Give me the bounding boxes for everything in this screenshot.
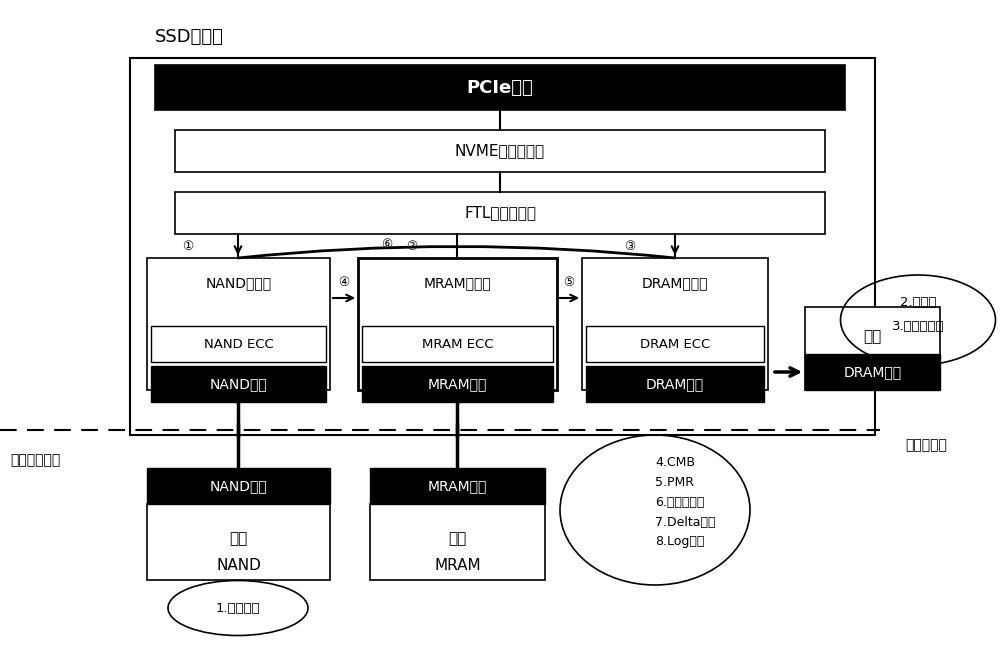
Bar <box>370 504 545 580</box>
Text: 2.映射表: 2.映射表 <box>900 297 936 310</box>
Text: 易失存储层: 易失存储层 <box>905 438 947 452</box>
Text: DRAM: DRAM <box>850 354 895 369</box>
Text: PCIe接口: PCIe接口 <box>467 79 533 96</box>
Text: NAND接口: NAND接口 <box>210 377 267 391</box>
Text: MRAM ECC: MRAM ECC <box>422 337 493 350</box>
Text: NAND ECC: NAND ECC <box>204 337 273 350</box>
Bar <box>175 192 825 234</box>
Text: FTL映射管理器: FTL映射管理器 <box>464 206 536 221</box>
Bar <box>582 258 768 390</box>
Bar <box>130 58 875 435</box>
Bar <box>147 504 330 580</box>
Text: 非易失存储层: 非易失存储层 <box>10 453 60 467</box>
Bar <box>805 307 940 390</box>
Text: DRAM控制器: DRAM控制器 <box>642 276 708 290</box>
Bar <box>362 366 553 402</box>
Text: DRAM ECC: DRAM ECC <box>640 337 710 350</box>
Text: 外置: 外置 <box>448 531 467 546</box>
Text: MRAM控制器: MRAM控制器 <box>424 276 491 290</box>
Text: NAND接口: NAND接口 <box>210 479 267 493</box>
Bar <box>805 354 940 390</box>
Text: DRAM接口: DRAM接口 <box>843 365 902 379</box>
Bar <box>362 326 553 362</box>
Text: 外置: 外置 <box>863 329 882 345</box>
Text: ④: ④ <box>338 276 350 288</box>
Text: 8.Log数据: 8.Log数据 <box>655 536 704 548</box>
Text: NVME命令解析器: NVME命令解析器 <box>455 143 545 159</box>
Text: ①: ① <box>182 240 194 252</box>
Text: 7.Delta数据: 7.Delta数据 <box>655 515 716 529</box>
Bar <box>151 326 326 362</box>
Bar <box>358 258 557 390</box>
Bar <box>147 468 330 504</box>
Bar <box>175 130 825 172</box>
Text: SSD控制器: SSD控制器 <box>155 28 224 46</box>
Text: MRAM接口: MRAM接口 <box>428 479 487 493</box>
Text: 外置: 外置 <box>229 531 248 546</box>
Text: 3.读数据缓存: 3.读数据缓存 <box>892 320 944 333</box>
Text: 5.PMR: 5.PMR <box>655 476 694 489</box>
Bar <box>147 258 330 390</box>
Text: 4.CMB: 4.CMB <box>655 455 695 468</box>
Bar <box>370 468 545 504</box>
Bar <box>151 366 326 402</box>
Bar <box>155 65 845 110</box>
Text: 6.写数据缓存: 6.写数据缓存 <box>655 495 704 508</box>
Text: ⑤: ⑤ <box>563 276 575 288</box>
Text: ②: ② <box>406 240 418 252</box>
Text: NAND: NAND <box>216 559 261 574</box>
Text: NAND控制器: NAND控制器 <box>205 276 272 290</box>
Text: DRAM接口: DRAM接口 <box>646 377 704 391</box>
Text: MRAM接口: MRAM接口 <box>428 377 487 391</box>
Bar <box>586 366 764 402</box>
Bar <box>586 326 764 362</box>
Text: 1.用户数据: 1.用户数据 <box>216 601 260 614</box>
Text: ⑥: ⑥ <box>381 238 393 252</box>
Text: ③: ③ <box>624 240 636 252</box>
Text: MRAM: MRAM <box>434 559 481 574</box>
